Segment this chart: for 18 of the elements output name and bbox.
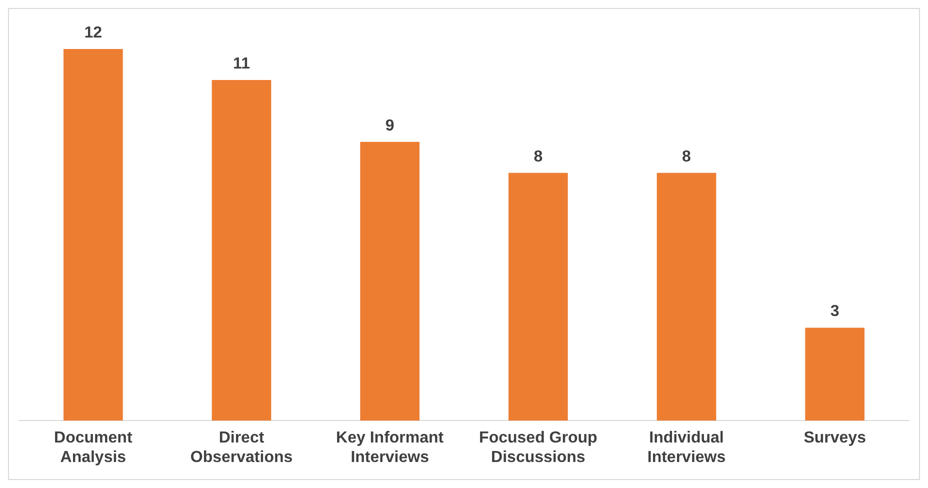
bar	[212, 80, 272, 421]
x-tick-label: Surveys	[804, 430, 866, 447]
bar	[656, 172, 716, 421]
x-tick-label: Direct Observations	[190, 430, 293, 466]
x-tick-label: Individual Interviews	[647, 430, 726, 466]
data-label: 11	[233, 55, 250, 72]
bar	[360, 142, 420, 421]
x-tick-label: Key Informant Interviews	[336, 430, 444, 466]
bar	[805, 328, 864, 421]
data-label: 12	[84, 24, 102, 42]
bar	[64, 49, 123, 421]
data-label: 8	[534, 148, 543, 166]
bar	[508, 172, 568, 421]
data-label: 9	[385, 117, 394, 134]
data-label: 3	[830, 303, 840, 320]
x-tick-label: Focused Group Discussions	[479, 430, 598, 466]
data-label: 8	[682, 148, 692, 166]
x-tick-label: Document Analysis	[54, 430, 133, 466]
